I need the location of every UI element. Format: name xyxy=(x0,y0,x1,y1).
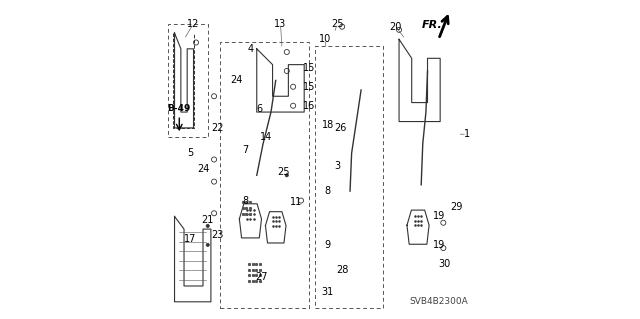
Circle shape xyxy=(285,174,289,177)
Text: 27: 27 xyxy=(255,271,268,281)
Text: 16: 16 xyxy=(303,101,315,111)
Text: 8: 8 xyxy=(243,196,249,206)
Text: 1: 1 xyxy=(464,129,470,139)
Text: 11: 11 xyxy=(290,197,303,207)
Text: 29: 29 xyxy=(450,202,462,212)
Text: 24: 24 xyxy=(197,164,209,174)
Text: 15: 15 xyxy=(303,63,315,73)
Text: 30: 30 xyxy=(439,259,451,269)
Text: 26: 26 xyxy=(334,123,347,133)
Text: 18: 18 xyxy=(322,120,334,130)
Text: 23: 23 xyxy=(211,230,223,241)
Text: 28: 28 xyxy=(336,265,348,275)
Text: 31: 31 xyxy=(322,287,334,297)
Text: 24: 24 xyxy=(230,76,243,85)
Text: 17: 17 xyxy=(184,234,196,243)
Text: 19: 19 xyxy=(433,211,445,221)
Text: 9: 9 xyxy=(325,240,331,250)
Text: FR.: FR. xyxy=(422,20,443,30)
Text: 6: 6 xyxy=(257,104,263,114)
Text: 13: 13 xyxy=(275,19,287,28)
Text: 19: 19 xyxy=(433,240,445,250)
Text: 12: 12 xyxy=(188,19,200,28)
Text: 20: 20 xyxy=(390,22,402,32)
Circle shape xyxy=(206,224,209,227)
Text: 3: 3 xyxy=(334,161,340,171)
Text: 25: 25 xyxy=(277,167,290,177)
Text: 22: 22 xyxy=(211,123,223,133)
Text: 25: 25 xyxy=(331,19,344,28)
Text: 15: 15 xyxy=(303,82,315,92)
Text: 8: 8 xyxy=(325,186,331,196)
Text: 7: 7 xyxy=(243,145,249,155)
Text: 21: 21 xyxy=(202,215,214,225)
Text: 10: 10 xyxy=(319,34,331,44)
Text: SVB4B2300A: SVB4B2300A xyxy=(410,297,468,306)
Circle shape xyxy=(206,243,209,247)
Text: 14: 14 xyxy=(260,132,273,142)
Text: B-49: B-49 xyxy=(168,104,191,113)
Text: 5: 5 xyxy=(188,148,193,158)
Text: 4: 4 xyxy=(248,44,253,54)
